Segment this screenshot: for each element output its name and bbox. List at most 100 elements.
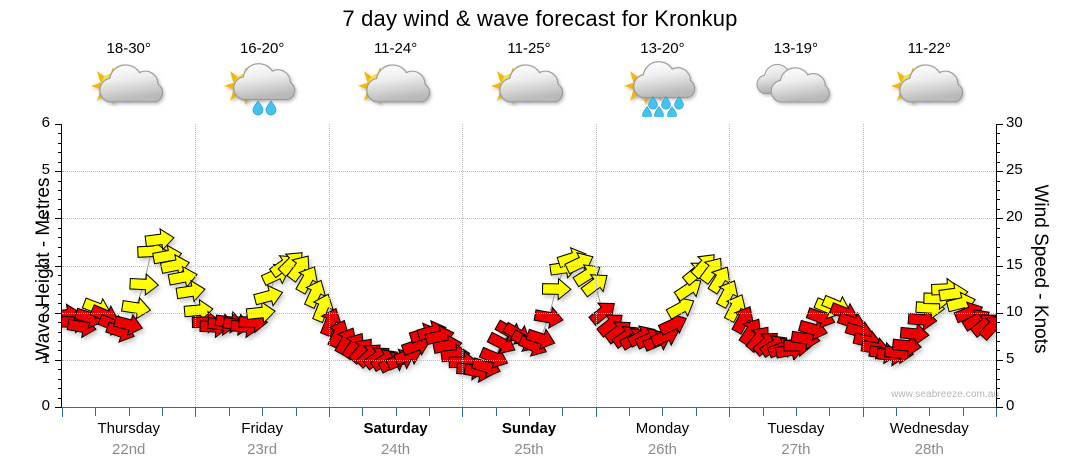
cloudy-icon <box>729 61 863 117</box>
y-tick-minor-left <box>58 388 62 390</box>
x-tick <box>162 408 163 416</box>
temperature-range: 11-24° <box>373 40 418 57</box>
wind-arrow <box>698 257 723 286</box>
day-date: 25th <box>514 441 544 458</box>
wind-arrow <box>253 284 284 308</box>
y-tick-minor-right <box>996 199 1000 201</box>
x-tick <box>662 408 663 416</box>
y-tick-minor-left <box>58 397 62 399</box>
y-tick-minor-left <box>58 293 62 295</box>
day-name: Saturday <box>363 420 428 437</box>
temperature-range: 11-22° <box>907 40 951 57</box>
y-label-left: 3 <box>41 255 50 273</box>
gridline-vertical <box>195 124 197 407</box>
x-tick <box>562 408 563 416</box>
wind-arrow <box>899 322 930 346</box>
y-tick-minor-right <box>996 350 1000 352</box>
y-tick-minor-left <box>58 274 62 276</box>
sun-cloud-rain-icon <box>195 61 329 117</box>
y-tick-minor-left <box>58 322 62 324</box>
wind-arrow <box>129 272 160 297</box>
gridline-horizontal <box>62 359 996 361</box>
y-tick-minor-left <box>58 246 62 248</box>
wind-arrows <box>51 227 1003 384</box>
day-header-saturday: 11-24° <box>329 40 463 117</box>
y-tick-minor-right <box>996 284 1000 286</box>
x-tick <box>763 408 764 416</box>
temperature-range: 13-20° <box>640 40 685 57</box>
y-tick-minor-left <box>58 369 62 371</box>
y-tick-minor-left <box>58 227 62 229</box>
sun-cloud-showers-icon <box>595 61 729 117</box>
x-tick <box>429 408 430 416</box>
y-tick-minor-right <box>996 237 1000 239</box>
x-tick <box>229 408 230 416</box>
x-tick <box>529 408 530 416</box>
x-axis-spine <box>61 407 997 408</box>
y-tick-right <box>996 171 1003 173</box>
y-tick-minor-right <box>996 152 1000 154</box>
y-tick-left <box>55 171 62 173</box>
y-tick-minor-right <box>996 388 1000 390</box>
day-date: 22nd <box>112 441 146 458</box>
wind-arrow <box>541 277 572 301</box>
wind-arrow <box>175 279 206 303</box>
wind-arrow <box>319 307 342 338</box>
y-label-left: 1 <box>41 349 50 367</box>
x-tick <box>362 408 363 416</box>
wind-arrow <box>113 313 144 337</box>
y-tick-minor-left <box>58 133 62 135</box>
day-footer-saturday: Saturday 24th <box>329 418 463 460</box>
day-date: 24th <box>380 441 411 458</box>
day-name: Tuesday <box>767 420 825 437</box>
sun-cloud-icon-glyph <box>350 61 442 117</box>
day-name: Monday <box>635 420 690 437</box>
x-tick <box>129 408 130 416</box>
y-tick-minor-left <box>58 152 62 154</box>
y-tick-minor-left <box>58 284 62 286</box>
day-footer-wednesday: Wednesday 28th <box>862 418 996 460</box>
y-tick-minor-right <box>996 256 1000 258</box>
x-tick <box>696 408 697 416</box>
x-tick <box>896 408 897 416</box>
plot-area <box>51 124 1003 407</box>
y-tick-right <box>996 265 1003 267</box>
x-tick <box>729 408 730 417</box>
wind-arrow <box>891 334 922 358</box>
x-tick <box>929 408 930 416</box>
y-tick-minor-right <box>996 293 1000 295</box>
x-tick <box>195 408 196 417</box>
y-tick-minor-right <box>996 161 1000 163</box>
sun-cloud-icon <box>862 61 996 117</box>
day-footer-monday: Monday 26th <box>595 418 729 460</box>
wind-arrow <box>312 293 335 324</box>
x-tick <box>996 408 997 417</box>
y-tick-minor-left <box>58 340 62 342</box>
day-header-monday: 13-20° <box>595 40 729 117</box>
y-tick-minor-right <box>996 331 1000 333</box>
x-tick <box>296 408 297 416</box>
sun-cloud-showers-icon-glyph <box>616 61 708 117</box>
x-tick <box>262 408 263 416</box>
temperature-range: 18-30° <box>106 40 151 57</box>
day-header-sunday: 11-25° <box>462 40 596 117</box>
wind-arrow <box>588 302 615 327</box>
day-header-tuesday: 13-19° <box>729 40 863 117</box>
x-tick <box>963 408 964 416</box>
y-tick-minor-right <box>996 246 1000 248</box>
y-tick-left <box>55 407 62 408</box>
day-date: 26th <box>647 441 678 458</box>
y-tick-minor-left <box>58 190 62 192</box>
day-name: Wednesday <box>889 420 969 437</box>
day-footer-thursday: Thursday 22nd <box>62 418 196 460</box>
y-label-right: 20 <box>1006 208 1023 226</box>
day-header-thursday: 18-30° <box>62 40 196 117</box>
temperature-range: 13-19° <box>773 40 819 57</box>
y-tick-left <box>55 124 62 125</box>
gridline-vertical <box>862 124 864 407</box>
x-tick <box>396 408 397 416</box>
y-label-left: 0 <box>41 397 50 414</box>
gridline-horizontal <box>62 265 996 267</box>
y-tick-right <box>996 359 1003 361</box>
y-tick-minor-right <box>996 274 1000 276</box>
